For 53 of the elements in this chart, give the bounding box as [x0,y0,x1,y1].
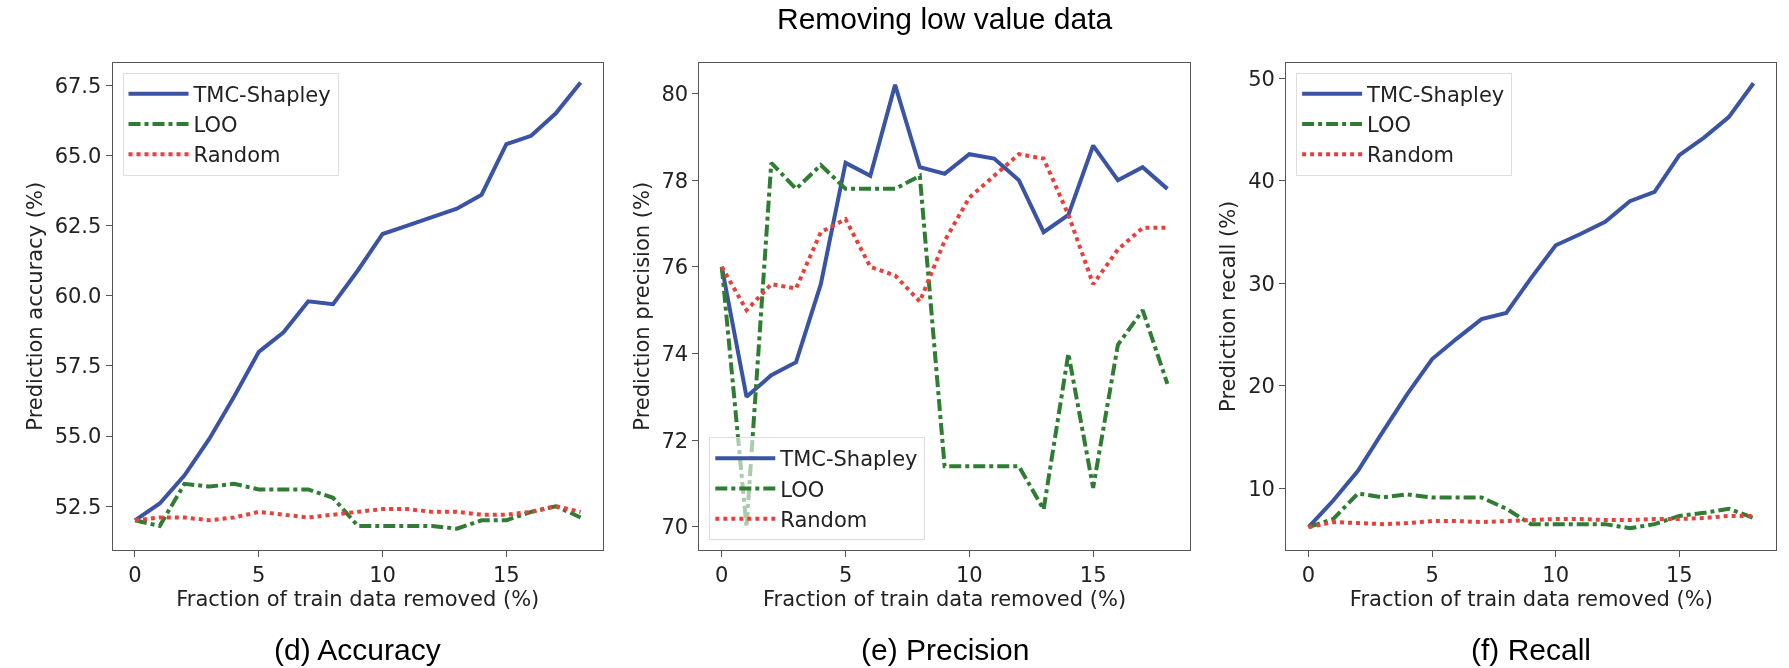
legend-label: LOO [1367,113,1412,138]
text: (e) Precision [861,633,1030,666]
line-series [719,160,1170,529]
x-tick-label: 0 [128,563,142,588]
legend-label: TMC-Shapley [192,82,331,107]
x-tick-label: 5 [838,563,853,588]
y-tick-label: 70 [661,515,689,540]
x-tick-label: 5 [1425,563,1439,588]
x-axis-title: Fraction of train data removed (%) [1349,587,1713,612]
x-tick-label: 0 [715,563,729,588]
y-tick-label: 72 [661,428,689,453]
y-tick-label: 78 [661,168,689,193]
x-tick-label: 0 [1301,563,1316,588]
legend-label: LOO [193,113,238,138]
x-tick-label: 15 [492,563,520,588]
chart-title: Removing low value data [777,2,1113,35]
text: (f) Recall [1471,633,1592,666]
y-tick-label: 55.0 [54,424,102,449]
x-tick-label: 15 [1079,563,1107,588]
line-series [132,80,583,523]
y-tick-label: 62.5 [54,213,102,238]
y-tick-label: 65.0 [54,143,102,168]
legend-label: LOO [780,477,825,502]
x-tick-label: 10 [1542,563,1570,588]
y-tick-label: 76 [661,255,689,280]
y-tick-label: 80 [661,81,689,106]
legend-label: TMC-Shapley [1366,82,1505,107]
legend-label: Random [1367,143,1455,168]
y-tick-label: 52.5 [54,494,102,519]
y-tick-label: 57.5 [54,354,102,379]
y-tick-label: 20 [1248,374,1275,399]
line-series [719,82,1170,399]
x-tick-label: 10 [955,563,983,588]
y-axis-title: Prediction accuracy (%) [22,181,47,431]
legend-label: Random [193,143,281,168]
y-tick-label: 74 [661,341,689,366]
x-tick-label: 5 [252,563,266,588]
x-axis-title: Fraction of train data removed (%) [763,587,1127,612]
x-axis-title: Fraction of train data removed (%) [176,587,540,612]
y-axis-title: Prediction precision (%) [629,181,654,431]
line-series [132,504,583,523]
text: (d) Accuracy [274,633,441,666]
legend-label: Random [780,507,868,532]
y-tick-label: 50 [1248,66,1275,91]
legend-label: TMC-Shapley [779,447,918,472]
y-tick-label: 40 [1248,169,1275,194]
y-tick-label: 67.5 [54,73,102,98]
y-tick-label: 30 [1248,271,1275,296]
x-tick-label: 10 [369,563,396,588]
y-axis-title: Prediction recall (%) [1216,200,1241,412]
y-tick-label: 10 [1248,476,1275,501]
y-tick-label: 60.0 [54,284,102,309]
x-tick-label: 15 [1665,563,1693,588]
